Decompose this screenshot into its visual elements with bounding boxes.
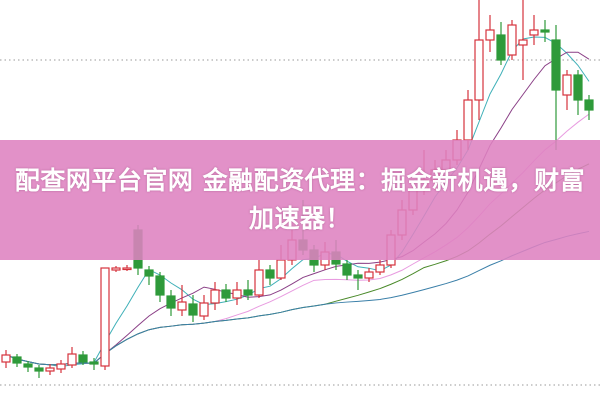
candle-body bbox=[573, 74, 583, 101]
candle-body bbox=[210, 289, 220, 304]
candle-body bbox=[584, 99, 594, 111]
candle-body bbox=[100, 267, 110, 367]
candle-body bbox=[364, 271, 374, 279]
candle-body bbox=[232, 289, 242, 299]
title-banner: 配查网平台官网 金融配资代理：掘金新机遇，财富加速器！ bbox=[0, 140, 600, 260]
candle-body bbox=[177, 301, 187, 311]
candle-body bbox=[353, 274, 363, 279]
candle-body bbox=[562, 74, 572, 96]
candle-body bbox=[56, 363, 66, 370]
candle-body bbox=[485, 29, 495, 41]
candle-body bbox=[496, 34, 506, 61]
candle-body bbox=[166, 295, 176, 309]
candle-body bbox=[45, 367, 55, 372]
candle-body bbox=[188, 303, 198, 316]
candle-body bbox=[265, 269, 275, 279]
candle-body bbox=[518, 39, 528, 46]
candle-body bbox=[551, 39, 561, 91]
candle-body bbox=[111, 267, 121, 271]
candle-body bbox=[375, 264, 385, 273]
candle-body bbox=[89, 361, 99, 365]
candle-body bbox=[463, 99, 473, 141]
candle-body bbox=[34, 367, 44, 372]
candle-body bbox=[540, 29, 550, 33]
candle-body bbox=[1, 354, 11, 363]
candle-body bbox=[254, 269, 264, 296]
banner-title: 配查网平台官网 金融配资代理：掘金新机遇，财富加速器！ bbox=[14, 166, 586, 233]
candle-body bbox=[23, 363, 33, 368]
candle-body bbox=[78, 354, 88, 363]
candle-body bbox=[474, 39, 484, 101]
candle-body bbox=[276, 259, 286, 279]
candle-body bbox=[122, 267, 132, 271]
candle-body bbox=[529, 29, 539, 36]
candle-body bbox=[67, 353, 77, 366]
candle-body bbox=[199, 302, 209, 317]
candle-body bbox=[507, 24, 517, 56]
candle-body bbox=[12, 356, 22, 364]
candle-body bbox=[221, 289, 231, 299]
candle-body bbox=[243, 289, 253, 296]
candle-body bbox=[342, 263, 352, 276]
candle-body bbox=[155, 275, 165, 296]
candle-body bbox=[144, 269, 154, 277]
